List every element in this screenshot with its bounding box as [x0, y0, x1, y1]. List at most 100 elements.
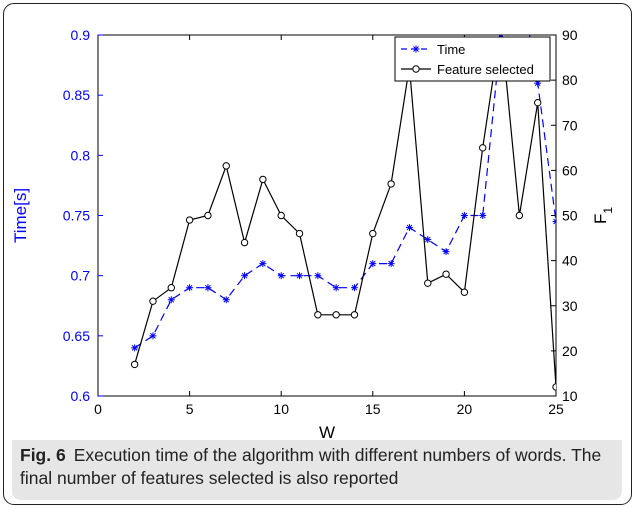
- asterisk-stroke: [260, 260, 266, 267]
- series-group: [130, 23, 556, 391]
- right-y-tick-label: 30: [562, 298, 578, 314]
- left-y-tick-label: 0.6: [71, 388, 91, 404]
- left-y-tick-label: 0.8: [71, 147, 91, 163]
- asterisk-stroke: [479, 212, 486, 219]
- data-point-asterisk: [479, 212, 487, 219]
- right-y-tick-label: 80: [562, 72, 578, 88]
- asterisk-stroke: [205, 284, 211, 291]
- data-point-circle: [149, 297, 157, 305]
- data-point-circle: [130, 360, 139, 369]
- data-point-circle: [460, 288, 469, 296]
- x-tick-label: 10: [273, 401, 289, 417]
- asterisk-stroke: [314, 272, 321, 279]
- asterisk-stroke: [424, 236, 431, 243]
- x-tick-label: 20: [457, 401, 473, 417]
- asterisk-stroke: [461, 212, 468, 219]
- right-y-tick-label: 70: [562, 117, 578, 133]
- data-point-asterisk: [369, 260, 377, 268]
- x-tick-label: 5: [186, 401, 194, 417]
- asterisk-stroke: [296, 272, 303, 279]
- data-point-circle: [167, 284, 175, 292]
- left-y-tick-label: 0.85: [63, 87, 90, 103]
- left-y-tick-label: 0.9: [71, 27, 91, 43]
- x-tick-label: 15: [365, 401, 381, 417]
- data-point-asterisk: [405, 224, 413, 232]
- data-point-circle: [295, 229, 304, 238]
- asterisk-stroke: [241, 272, 248, 279]
- x-tick-label: 25: [548, 401, 564, 417]
- data-point-circle: [277, 211, 285, 220]
- right-y-tick-label: 90: [562, 27, 578, 43]
- data-point-asterisk: [222, 296, 230, 304]
- right-y-tick-label: 10: [562, 388, 578, 404]
- figure-label: Fig. 6: [20, 445, 66, 465]
- data-point-asterisk: [332, 284, 340, 292]
- data-point-circle: [424, 279, 432, 287]
- legend-entry-label: Time: [437, 42, 465, 57]
- asterisk-stroke: [553, 220, 556, 225]
- left-y-tick-label: 0.75: [63, 208, 90, 224]
- left-y-tick-label: 0.65: [63, 328, 90, 344]
- asterisk-stroke: [388, 260, 394, 267]
- data-point-asterisk: [350, 284, 358, 292]
- data-point-asterisk: [442, 248, 450, 256]
- data-point-asterisk: [259, 260, 267, 268]
- data-point-circle: [314, 311, 322, 319]
- data-point-asterisk: [296, 272, 304, 280]
- asterisk-stroke: [413, 46, 419, 52]
- data-point-circle: [479, 144, 487, 152]
- asterisk-stroke: [223, 296, 230, 303]
- figure-caption: Fig. 6 Execution time of the algorithm wi…: [12, 440, 622, 500]
- asterisk-stroke: [333, 284, 340, 291]
- asterisk-stroke: [150, 332, 156, 339]
- plot-box: [97, 34, 557, 397]
- x-tick-label: 0: [94, 401, 102, 417]
- data-point-asterisk: [186, 284, 194, 292]
- data-point-asterisk: [460, 212, 468, 219]
- data-point-asterisk: [277, 272, 285, 280]
- series-line-time: [134, 35, 556, 349]
- data-point-circle: [222, 162, 230, 170]
- left-y-tick-label: 0.7: [71, 268, 91, 284]
- data-point-circle: [552, 383, 556, 391]
- legend-swatch-marker: [412, 45, 420, 53]
- dual-axis-line-chart: 0 5 10 15 20 25 W 0.6 0.65 0.7 0.75 0.8 0.85 0.9 Time[…: [11, 23, 615, 440]
- asterisk-stroke: [131, 345, 138, 351]
- data-point-asterisk: [149, 332, 157, 340]
- x-axis-label: W: [319, 423, 335, 440]
- data-point-circle: [498, 23, 504, 29]
- data-point-circle: [533, 98, 542, 107]
- data-point-asterisk: [424, 236, 432, 244]
- data-point-circle: [204, 211, 212, 220]
- left-y-axis-label: Time[s]: [11, 188, 30, 243]
- caption-text: Execution time of the algorithm with dif…: [20, 445, 602, 488]
- asterisk-stroke: [351, 284, 358, 291]
- asterisk-stroke: [369, 260, 376, 267]
- asterisk-stroke: [168, 296, 175, 303]
- data-point-circle: [369, 229, 377, 238]
- right-y-tick-label: 50: [562, 208, 578, 224]
- data-point-circle: [387, 180, 395, 188]
- data-point-asterisk: [314, 272, 322, 280]
- data-point-circle: [332, 311, 340, 319]
- data-point-circle: [240, 238, 249, 247]
- right-y-tick-label: 20: [562, 343, 578, 359]
- data-point-asterisk: [167, 296, 175, 304]
- data-point-asterisk: [552, 218, 556, 226]
- data-point-asterisk: [387, 260, 395, 268]
- right-y-axis-label: F1: [591, 207, 615, 224]
- legend-box: [394, 36, 551, 82]
- data-point-circle: [442, 270, 450, 278]
- data-point-asterisk: [241, 272, 249, 280]
- data-point-circle: [515, 211, 524, 220]
- asterisk-stroke: [278, 272, 285, 279]
- right-y-axis-label-subscript: 1: [601, 207, 615, 214]
- data-point-circle: [259, 175, 267, 184]
- data-point-circle: [350, 311, 359, 319]
- figure-frame: [3, 3, 632, 505]
- asterisk-stroke: [406, 224, 413, 231]
- legend-entry-label: Feature selected: [437, 62, 534, 77]
- asterisk-stroke: [186, 284, 193, 291]
- right-y-tick-label: 60: [562, 162, 578, 178]
- data-point-asterisk: [204, 284, 212, 292]
